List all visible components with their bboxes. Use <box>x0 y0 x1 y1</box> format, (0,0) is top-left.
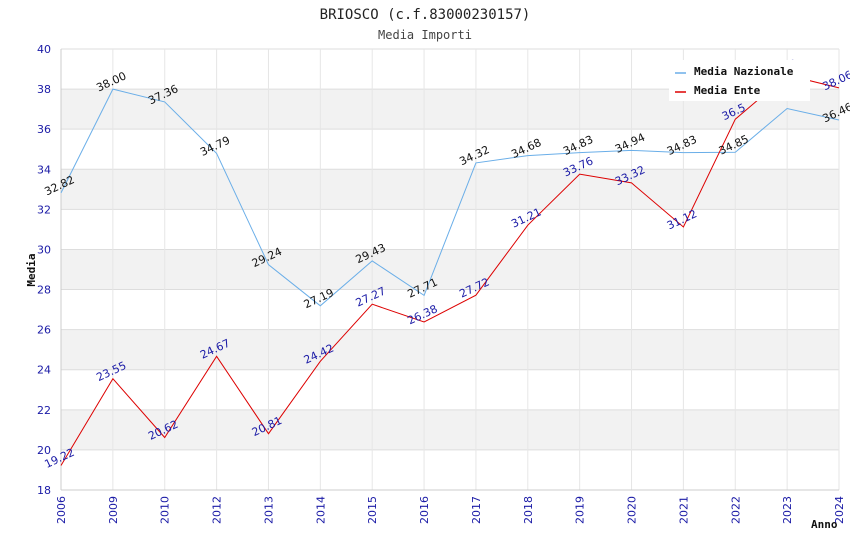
x-tick-label: 2014 <box>314 496 327 524</box>
grid-band <box>61 409 839 450</box>
y-tick-label: 26 <box>37 324 51 337</box>
legend-label-media-nazionale: Media Nazionale <box>694 65 794 78</box>
grid-band <box>61 329 839 370</box>
grid-band <box>61 249 839 290</box>
y-tick-label: 34 <box>37 163 51 176</box>
data-label-media-nazionale: 34.83 <box>561 133 595 158</box>
data-label-media-nazionale: 34.94 <box>613 131 647 156</box>
x-tick-label: 2022 <box>729 496 742 524</box>
y-tick-label: 36 <box>37 123 51 136</box>
x-tick-label: 2023 <box>781 496 794 524</box>
x-tick-label: 2006 <box>55 496 68 524</box>
legend: Media Nazionale Media Ente <box>669 60 810 101</box>
y-axis-label: Media <box>25 253 38 286</box>
x-tick-label: 2021 <box>677 496 690 524</box>
grid-band <box>61 169 839 210</box>
x-tick-label: 2017 <box>470 496 483 524</box>
x-tick-label: 2010 <box>159 496 172 524</box>
x-tick-label: 2016 <box>418 496 431 524</box>
grid-bands <box>61 89 839 450</box>
y-tick-label: 32 <box>37 203 51 216</box>
data-label-media-nazionale: 34.68 <box>509 136 543 161</box>
y-tick-label: 30 <box>37 243 51 256</box>
data-label-media-nazionale: 34.83 <box>665 133 699 158</box>
legend-label-media-ente: Media Ente <box>694 84 761 97</box>
data-label-media-nazionale: 34.85 <box>717 133 751 158</box>
x-tick-label: 2015 <box>366 496 379 524</box>
data-label-media-nazionale: 34.32 <box>457 143 491 168</box>
y-tick-label: 22 <box>37 404 51 417</box>
y-tick-label: 20 <box>37 444 51 457</box>
chart-subtitle: Media Importi <box>378 28 472 42</box>
y-tick-label: 28 <box>37 284 51 297</box>
y-tick-label: 18 <box>37 484 51 497</box>
series-line-media-nazionale <box>60 88 840 307</box>
x-axis-label: Anno <box>811 518 838 531</box>
x-tick-label: 2024 <box>833 496 846 524</box>
grid-lines-horizontal <box>61 48 839 491</box>
x-tick-label: 2019 <box>574 496 587 524</box>
legend-box <box>669 60 810 101</box>
data-label-media-ente: 31.12 <box>665 207 699 232</box>
series-line-media-ente <box>60 74 840 466</box>
series-lines <box>60 74 840 466</box>
x-tick-label: 2012 <box>211 496 224 524</box>
data-label-media-ente: 26.38 <box>406 302 440 327</box>
y-tick-label: 24 <box>37 364 51 377</box>
x-tick-label: 2020 <box>626 496 639 524</box>
grid-lines-vertical <box>60 49 840 490</box>
y-tick-label: 38 <box>37 83 51 96</box>
x-tick-labels: 2006 2009 2010 2012 2013 2014 2015 2016 2017 2018… <box>55 496 846 524</box>
x-tick-label: 2009 <box>107 496 120 524</box>
chart-title: BRIOSCO (c.f.83000230157) <box>320 7 531 23</box>
data-label-media-nazionale: 34.79 <box>198 134 232 159</box>
axes <box>60 49 839 491</box>
y-tick-labels: 18 20 22 24 26 28 30 32 34 36 38 40 <box>37 43 51 497</box>
y-tick-label: 40 <box>37 43 51 56</box>
x-tick-label: 2013 <box>262 496 275 524</box>
x-tick-label: 2018 <box>522 496 535 524</box>
